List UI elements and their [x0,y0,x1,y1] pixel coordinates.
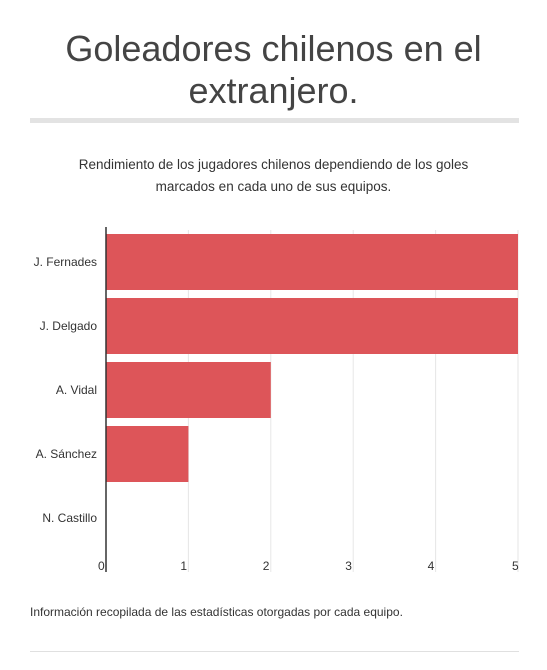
bar-3 [106,362,271,418]
category-label-4: A. Sánchez [36,447,97,461]
chart-title: Goleadores chilenos en el extranjero. [0,28,547,112]
x-tick-label-0: 0 [98,559,105,573]
chart-subtitle-line-2: marcados en cada uno de sus equipos. [155,179,392,194]
title-divider [30,118,519,123]
bar-chart: 0 1 2 3 4 5 J. Fernades J. Delgado A. Vidal A. Sá… [34,227,519,573]
category-label-5: N. Castillo [42,511,97,525]
label-layer: 0 1 2 3 4 5 J. Fernades J. Delgado A. Vidal A. Sá… [34,255,519,573]
source-note: Información recopilada de las estadístic… [30,605,403,619]
x-tick-label-1: 1 [180,559,187,573]
bar-1 [106,234,518,290]
x-tick-label-3: 3 [345,559,352,573]
category-label-3: A. Vidal [56,383,97,397]
category-label-2: J. Delgado [40,319,98,333]
chart-subtitle: Rendimiento de los jugadores chilenos de… [40,154,507,198]
chart-title-line-1: Goleadores chilenos en el [65,28,482,69]
chart-subtitle-line-1: Rendimiento de los jugadores chilenos de… [78,157,469,172]
x-tick-label-2: 2 [263,559,270,573]
bar-layer [106,234,518,482]
chart-title-line-2: extranjero. [188,70,359,111]
category-label-1: J. Fernades [34,255,97,269]
x-tick-label-5: 5 [512,559,519,573]
bar-4 [106,426,189,482]
x-tick-label-4: 4 [428,559,435,573]
bottom-divider [30,651,519,652]
bar-2 [106,298,518,354]
